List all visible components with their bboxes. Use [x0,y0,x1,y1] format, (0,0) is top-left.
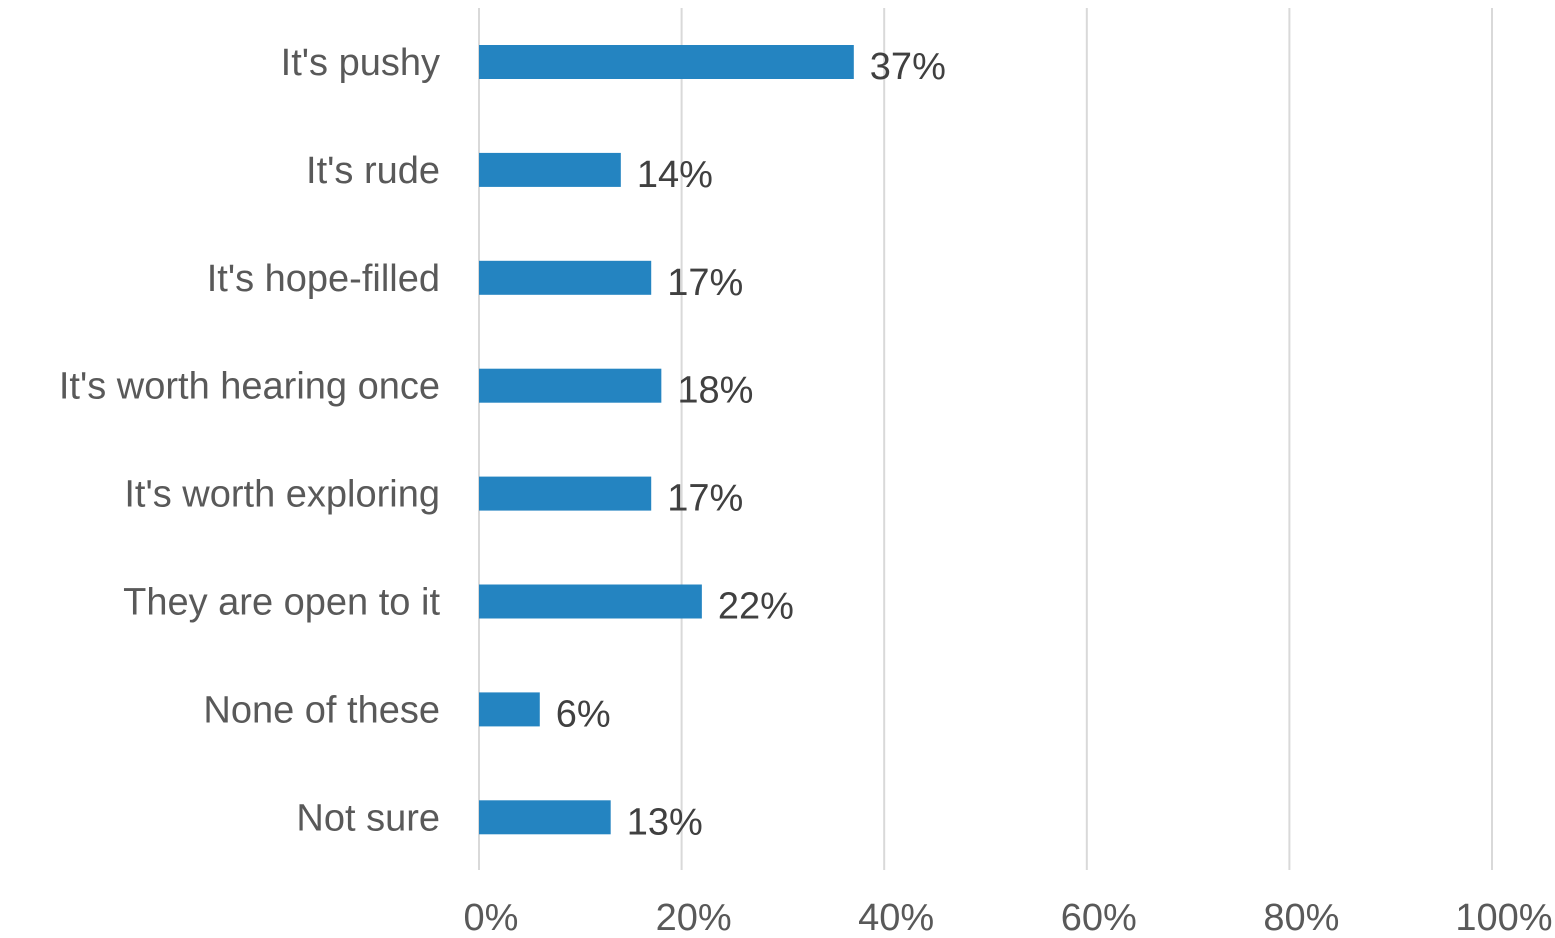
x-tick-label: 40% [858,897,934,938]
x-tick-label: 80% [1263,897,1339,938]
category-label: It's hope-filled [207,258,440,300]
category-labels: It's pushy It's rude It's hope-filled It's … [59,42,441,839]
data-label: 37% [870,46,946,88]
data-label: 17% [667,478,743,520]
x-tick-label: 0% [464,897,519,938]
data-labels: 37% 14% 17% 18% 17% 22% 6% 13% [556,46,946,843]
data-label: 14% [637,154,713,196]
category-label: They are open to it [123,582,440,624]
data-label: 13% [627,801,703,843]
data-label: 17% [667,262,743,304]
bars [479,45,854,835]
bar [479,800,611,835]
bar [479,584,702,619]
category-label: It's pushy [281,42,440,84]
bar [479,368,662,403]
category-label: Not sure [296,797,440,839]
data-label: 18% [677,370,753,412]
category-label: It's rude [306,150,440,192]
x-tick-label: 60% [1061,897,1137,938]
category-label: None of these [203,689,440,731]
bar [479,476,652,511]
x-tick-label: 100% [1455,897,1552,938]
data-label: 22% [718,586,794,628]
gridlines [478,8,1493,870]
data-label: 6% [556,693,611,735]
category-label: It's worth exploring [124,474,440,516]
x-axis-tick-labels: 0% 20% 40% 60% 80% 100% [464,897,1553,938]
bar [479,152,621,187]
category-label: It's worth hearing once [59,366,440,408]
bar [479,692,540,727]
bar [479,260,652,295]
x-tick-label: 20% [656,897,732,938]
bar [479,45,854,79]
